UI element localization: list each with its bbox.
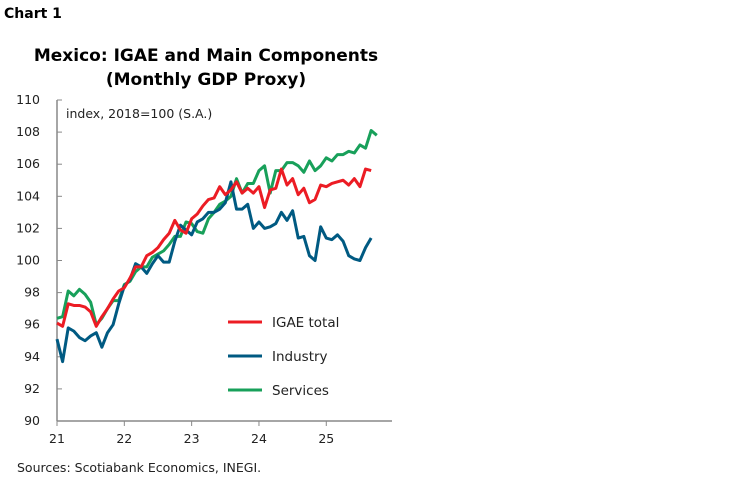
sources-note: Sources: Scotiabank Economics, INEGI.: [17, 460, 262, 475]
y-tick-label: 100: [16, 253, 40, 268]
series-line-services: [56, 128, 378, 327]
y-tick-label: 96: [24, 317, 40, 332]
y-tick-label: 98: [24, 285, 40, 300]
legend-label: IGAE total: [272, 315, 339, 331]
x-tick-label: 22: [116, 431, 132, 446]
chart-label: Chart 1: [4, 6, 62, 22]
y-tick-label: 94: [24, 349, 40, 364]
legend-label: Services: [272, 383, 329, 399]
chart-title-line1: Mexico: IGAE and Main Components: [33, 46, 379, 66]
unit-note: index, 2018=100 (S.A.): [66, 106, 212, 121]
x-tick-label: 24: [251, 431, 267, 446]
y-tick-label: 106: [16, 156, 40, 171]
y-tick-label: 90: [24, 413, 40, 428]
y-tick-label: 102: [16, 220, 40, 235]
y-tick-label: 104: [16, 188, 40, 203]
y-tick-label: 110: [16, 92, 40, 107]
y-tick-label: 108: [16, 124, 40, 139]
x-tick-label: 25: [318, 431, 334, 446]
legend-label: Industry: [272, 349, 328, 365]
y-tick-label: 92: [24, 381, 40, 396]
series-line-igae-total: [56, 167, 372, 328]
chart-title: Mexico: IGAE and Main Components (Monthl…: [0, 44, 412, 92]
x-tick-label: 21: [49, 431, 65, 446]
chart-subtitle: (Monthly GDP Proxy): [105, 70, 307, 90]
series-line-industry: [55, 180, 373, 364]
x-tick-label: 23: [184, 431, 200, 446]
